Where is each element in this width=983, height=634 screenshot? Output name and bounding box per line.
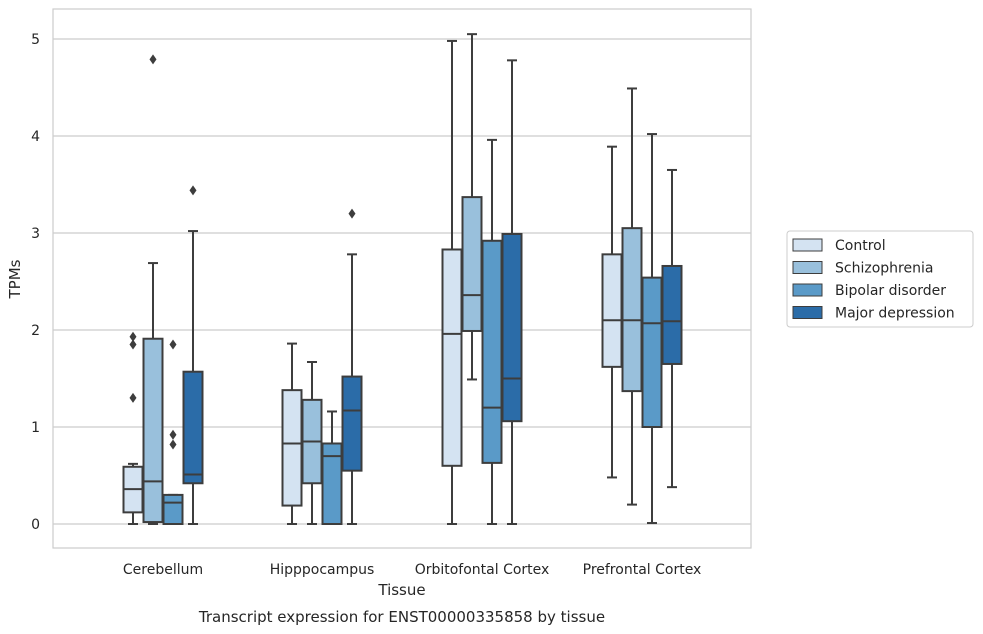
legend-label: Bipolar disorder — [835, 283, 946, 299]
box-series — [122, 33, 683, 525]
outlier-point — [348, 208, 356, 219]
box — [621, 87, 643, 506]
outlier-point — [149, 54, 157, 65]
outlier-point — [189, 185, 197, 196]
box — [321, 410, 343, 525]
outlier-point — [129, 392, 137, 403]
box — [301, 361, 323, 525]
outlier-point — [129, 339, 137, 350]
box-iqr — [481, 239, 503, 464]
box — [661, 168, 683, 489]
box — [601, 145, 623, 479]
y-tick-label: 4 — [31, 129, 40, 145]
box-iqr — [461, 196, 483, 332]
box — [461, 33, 483, 381]
legend-label: Major depression — [835, 306, 955, 322]
box-iqr — [621, 227, 643, 393]
box-iqr — [281, 389, 303, 507]
y-tick-label: 3 — [31, 226, 40, 242]
box-iqr — [661, 264, 683, 365]
box — [162, 339, 184, 525]
x-tick-label: Prefrontal Cortex — [583, 562, 702, 578]
box-iqr — [142, 337, 164, 524]
box-iqr — [641, 276, 663, 428]
x-tick-label: Cerebellum — [123, 562, 203, 578]
legend-label: Schizophrenia — [835, 261, 933, 277]
y-tick-label: 1 — [31, 420, 40, 436]
box — [142, 54, 164, 525]
box-iqr — [162, 493, 184, 525]
legend-swatch — [792, 261, 823, 274]
legend-swatch — [792, 238, 823, 252]
y-axis-title: TPMs — [6, 259, 24, 299]
box-iqr — [182, 370, 204, 485]
box-iqr — [321, 442, 343, 525]
x-axis-title: Tissue — [377, 581, 425, 599]
y-tick-label: 0 — [31, 517, 40, 533]
legend-label: Control — [835, 238, 886, 254]
x-tick-label: Hipppocampus — [270, 562, 375, 578]
box — [341, 208, 363, 525]
box — [501, 59, 523, 525]
box-iqr — [501, 232, 523, 423]
y-tick-label: 5 — [31, 32, 40, 48]
legend: Control Schizophrenia Bipolar disorder Majo… — [786, 230, 974, 328]
y-axis-ticks: 0 1 2 3 4 5 — [31, 32, 40, 533]
y-tick-label: 2 — [31, 323, 40, 339]
legend-frame — [786, 230, 974, 328]
box — [441, 39, 463, 525]
legend-swatch — [792, 283, 823, 297]
box — [182, 185, 204, 525]
legend-swatch — [792, 306, 823, 319]
box-iqr — [441, 248, 463, 467]
outlier-point — [169, 429, 177, 440]
box-iqr — [601, 253, 623, 368]
outlier-point — [169, 339, 177, 350]
x-axis-ticks: Cerebellum Hipppocampus Orbitofontal Corte… — [123, 562, 701, 578]
outlier-point — [129, 331, 137, 342]
chart-caption: Transcript expression for ENST0000033585… — [198, 608, 605, 626]
x-tick-label: Orbitofontal Cortex — [415, 562, 550, 578]
box-iqr — [341, 375, 363, 472]
outlier-point — [169, 439, 177, 450]
